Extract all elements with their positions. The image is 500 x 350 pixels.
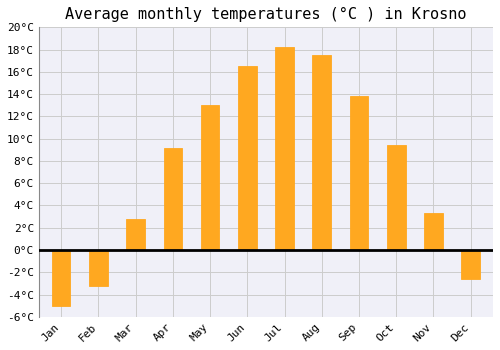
Bar (350, 96, 368, 250)
Title: Average monthly temperatures (°C ) in Krosno: Average monthly temperatures (°C ) in Kr… (65, 7, 466, 22)
Bar (424, 213, 443, 250)
Bar (201, 105, 220, 250)
Bar (275, 47, 294, 250)
Bar (126, 219, 145, 250)
Bar (462, 250, 480, 279)
Bar (52, 250, 70, 306)
Bar (238, 66, 256, 250)
Bar (89, 250, 108, 286)
Bar (312, 55, 331, 250)
Bar (387, 145, 406, 250)
Bar (164, 148, 182, 250)
